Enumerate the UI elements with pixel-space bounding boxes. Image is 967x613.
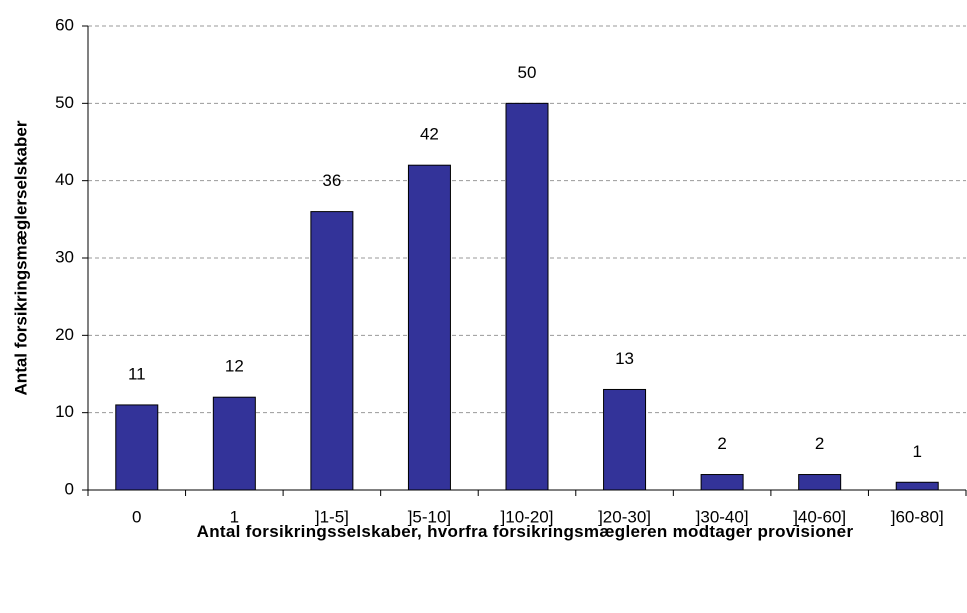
data-label: 2 bbox=[815, 434, 824, 453]
bar bbox=[310, 211, 354, 491]
y-axis-label: Antal forsikringsmæglerselskaber bbox=[11, 120, 30, 395]
bar bbox=[895, 481, 939, 491]
data-label: 1 bbox=[912, 442, 921, 461]
x-tick-label: 0 bbox=[132, 507, 141, 526]
x-tick-label: ]60-80] bbox=[891, 507, 944, 526]
bar bbox=[407, 164, 451, 491]
y-tick-label: 0 bbox=[65, 479, 74, 498]
bar bbox=[505, 102, 549, 491]
x-tick-label: ]30-40] bbox=[696, 507, 749, 526]
bar bbox=[798, 474, 842, 491]
x-tick-label: ]10-20] bbox=[501, 507, 554, 526]
bar bbox=[212, 396, 256, 491]
x-tick-label: ]5-10] bbox=[408, 507, 451, 526]
bar bbox=[603, 388, 647, 491]
y-tick-label: 50 bbox=[55, 93, 74, 112]
y-tick-label: 20 bbox=[55, 325, 74, 344]
bar bbox=[115, 404, 159, 491]
x-tick-label: 1 bbox=[230, 507, 239, 526]
y-tick-label: 60 bbox=[55, 15, 74, 34]
y-tick-label: 40 bbox=[55, 170, 74, 189]
x-axis-label: Antal forsikringsselskaber, hvorfra fors… bbox=[196, 522, 854, 541]
data-label: 11 bbox=[128, 364, 146, 383]
bar bbox=[700, 474, 744, 491]
data-label: 12 bbox=[225, 357, 244, 376]
x-tick-label: ]1-5] bbox=[315, 507, 349, 526]
data-label: 2 bbox=[717, 434, 726, 453]
data-label: 42 bbox=[420, 125, 439, 144]
data-label: 36 bbox=[322, 171, 341, 190]
x-tick-label: ]20-30] bbox=[598, 507, 651, 526]
x-tick-label: ]40-60] bbox=[793, 507, 846, 526]
data-label: 50 bbox=[518, 63, 537, 82]
y-tick-label: 10 bbox=[55, 402, 74, 421]
data-label: 13 bbox=[615, 349, 634, 368]
y-tick-label: 30 bbox=[55, 247, 74, 266]
